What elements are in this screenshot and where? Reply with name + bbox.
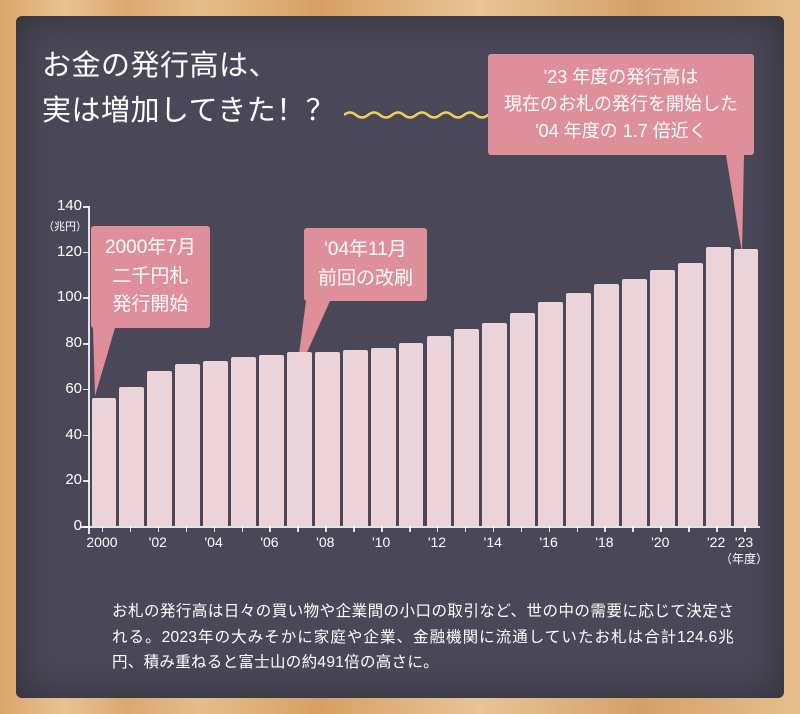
x-tick <box>325 526 327 532</box>
x-tick-label: '14 <box>484 534 502 550</box>
bar <box>315 352 340 526</box>
x-tick-label: '06 <box>260 534 278 550</box>
x-tick <box>158 526 160 532</box>
y-tick-label: 140 <box>46 197 82 214</box>
x-tick <box>688 526 690 532</box>
y-tick-label: 20 <box>46 471 82 488</box>
x-tick <box>269 526 271 532</box>
plot-area <box>88 206 758 526</box>
title-line2: 実は増加してきた！？ <box>42 95 335 127</box>
wood-frame: お金の発行高は、 実は増加してきた！？ '23 年度の発行高は 現在のお札の発行… <box>0 0 800 714</box>
x-tick <box>660 526 662 532</box>
callout-2023: '23 年度の発行高は 現在のお札の発行を開始した '04 年度の 1.7 倍近… <box>488 54 754 155</box>
x-tick <box>604 526 606 532</box>
x-tick-label: '16 <box>540 534 558 550</box>
y-tick-label: 80 <box>46 334 82 351</box>
x-tick-label: '12 <box>428 534 446 550</box>
bar <box>119 387 144 526</box>
x-tick <box>716 526 718 532</box>
bar <box>231 357 256 526</box>
x-unit-label: （年度） <box>720 550 768 567</box>
y-axis-line <box>88 206 90 534</box>
x-tick-label: '02 <box>149 534 167 550</box>
footer-caption: お札の発行高は日々の買い物や企業間の小口の取引など、世の中の需要に応じて決定され… <box>112 599 734 676</box>
y-tick-label: 100 <box>46 288 82 305</box>
bar <box>259 355 284 526</box>
x-tick <box>242 526 244 532</box>
bar <box>147 371 172 526</box>
bar <box>399 343 424 526</box>
bar <box>203 361 228 526</box>
bar <box>678 263 703 526</box>
x-tick-label: '10 <box>372 534 390 550</box>
x-tick <box>493 526 495 532</box>
x-tick <box>632 526 634 532</box>
bar <box>538 302 563 526</box>
x-tick-label: '23 <box>735 534 753 550</box>
bar-chart: 020406080100120140 （兆円） 2000'02'04'06'08… <box>46 206 758 566</box>
bar <box>427 336 452 526</box>
bar <box>566 293 591 526</box>
x-axis-line <box>80 526 760 528</box>
callout-2023-l1: '23 年度の発行高は <box>544 67 698 87</box>
x-tick-label: '04 <box>205 534 223 550</box>
x-tick <box>549 526 551 532</box>
x-tick-label: '22 <box>707 534 725 550</box>
x-tick <box>409 526 411 532</box>
x-tick <box>186 526 188 532</box>
bar <box>734 249 759 526</box>
x-tick <box>465 526 467 532</box>
bar <box>92 398 117 526</box>
x-tick <box>744 526 746 532</box>
y-tick-label: 0 <box>46 517 82 534</box>
callout-2023-l2: 現在のお札の発行を開始した <box>504 94 738 114</box>
bar <box>482 323 507 526</box>
x-tick <box>214 526 216 532</box>
bar <box>510 313 535 526</box>
bar <box>622 279 647 526</box>
x-tick <box>297 526 299 532</box>
y-unit-label: （兆円） <box>43 218 87 234</box>
x-tick-label: 2000 <box>86 534 117 550</box>
x-tick <box>521 526 523 532</box>
y-tick-label: 40 <box>46 426 82 443</box>
bar <box>650 270 675 526</box>
x-tick-label: '08 <box>316 534 334 550</box>
bar <box>343 350 368 526</box>
x-tick <box>353 526 355 532</box>
x-tick <box>577 526 579 532</box>
bar <box>175 364 200 526</box>
x-tick <box>102 526 104 532</box>
y-tick-label: 120 <box>46 243 82 260</box>
bar <box>594 284 619 526</box>
callout-2023-l3: '04 年度の 1.7 倍近く <box>535 121 706 141</box>
bar <box>706 247 731 526</box>
title-line1: お金の発行高は、 <box>42 50 278 82</box>
x-tick-label: '18 <box>595 534 613 550</box>
bar <box>371 348 396 526</box>
x-tick <box>437 526 439 532</box>
bar <box>287 352 312 526</box>
x-tick <box>381 526 383 532</box>
x-tick <box>130 526 132 532</box>
y-tick-label: 60 <box>46 380 82 397</box>
chalkboard: お金の発行高は、 実は増加してきた！？ '23 年度の発行高は 現在のお札の発行… <box>16 16 784 698</box>
x-tick-label: '20 <box>651 534 669 550</box>
bar <box>454 329 479 526</box>
